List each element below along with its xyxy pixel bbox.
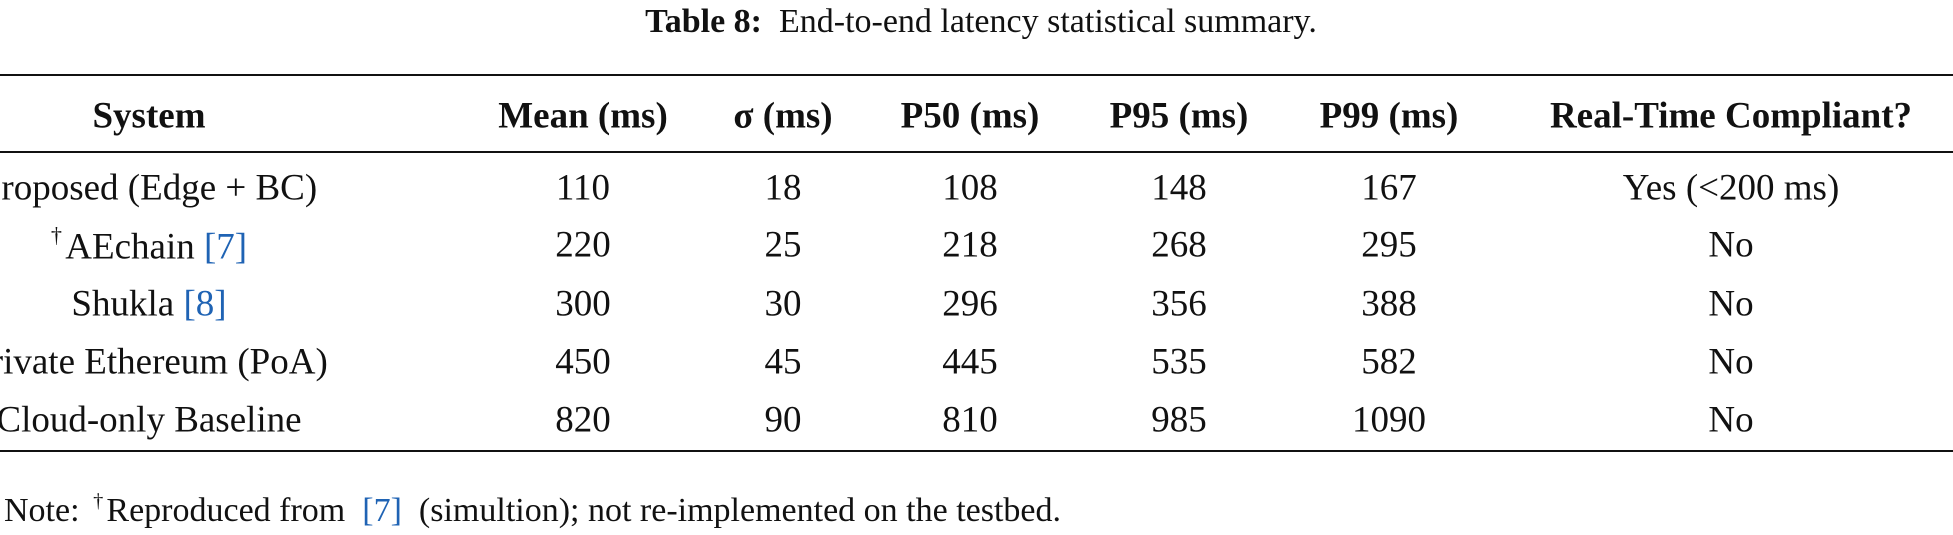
system-cell: Shukla [8] xyxy=(71,286,226,323)
table-cell: 388 xyxy=(1361,283,1417,325)
table-cell: 1090 xyxy=(1352,399,1426,441)
table-cell: 218 xyxy=(942,224,998,266)
table-cell: 535 xyxy=(1151,341,1207,383)
table-cell: 30 xyxy=(764,283,802,325)
header-cell: P95 (ms) xyxy=(1109,95,1249,137)
table-cell: No xyxy=(1708,341,1754,383)
table-cell: No xyxy=(1708,283,1754,325)
note: Note: †Reproduced from [7] (simultion); … xyxy=(4,490,1061,530)
table-cell: 268 xyxy=(1151,224,1207,266)
note-rest: (simultion); not re-implemented on the t… xyxy=(418,492,1062,530)
system-name: AEchain xyxy=(65,226,195,268)
table-cell: 296 xyxy=(942,283,998,325)
header-cell: Real-Time Compliant? xyxy=(1549,95,1913,137)
system-cell: Cloud-only Baseline xyxy=(0,402,302,439)
table-cell: 108 xyxy=(942,167,998,209)
note-mark: † xyxy=(93,489,104,512)
header-cell: System xyxy=(92,95,206,137)
table-cell: 450 xyxy=(555,341,611,383)
table-cell: No xyxy=(1708,224,1754,266)
note-ref: [7] xyxy=(362,492,402,530)
header-cell: P50 (ms) xyxy=(900,95,1040,137)
system-name: Proposed (Edge + BC) xyxy=(0,167,318,209)
table-cell: 300 xyxy=(555,283,611,325)
caption-text: End-to-end latency statistical summary. xyxy=(778,3,1317,40)
citation: [7] xyxy=(203,226,248,268)
table-cell: 45 xyxy=(764,341,802,383)
system-name: Shukla xyxy=(71,283,175,325)
table-cell: 110 xyxy=(555,167,611,209)
note-label: Note: xyxy=(4,492,80,530)
citation: [8] xyxy=(183,283,227,325)
table-cell: 295 xyxy=(1361,224,1417,266)
table-cell: No xyxy=(1708,399,1754,441)
header-cell: σ (ms) xyxy=(733,95,833,137)
table-cell: 985 xyxy=(1151,399,1207,441)
bottom-rule xyxy=(0,450,1953,452)
table-cell: 90 xyxy=(764,399,802,441)
table-cell: 148 xyxy=(1151,167,1207,209)
table-cell: 356 xyxy=(1151,283,1207,325)
caption: Table 8: End-to-end latency statistical … xyxy=(645,3,1317,41)
table-cell: 18 xyxy=(764,167,802,209)
system-name: Private Ethereum (PoA) xyxy=(0,341,328,383)
table-cell: 810 xyxy=(942,399,998,441)
mid-rule xyxy=(0,151,1953,153)
header-cell: Mean (ms) xyxy=(498,95,668,137)
footnote-mark: † xyxy=(50,222,62,248)
system-name: Cloud-only Baseline xyxy=(0,399,302,441)
note-text: Reproduced from xyxy=(106,492,346,530)
table-cell: 445 xyxy=(942,341,998,383)
table-cell: 220 xyxy=(555,224,611,266)
system-cell: Private Ethereum (PoA) xyxy=(0,344,328,381)
table-cell: 820 xyxy=(555,399,611,441)
table-cell: 25 xyxy=(764,224,802,266)
header-cell: P99 (ms) xyxy=(1319,95,1459,137)
system-cell: †AEchain [7] xyxy=(50,222,248,268)
caption-label: Table 8: xyxy=(645,3,762,40)
system-cell: Proposed (Edge + BC) xyxy=(0,170,317,207)
table-cell: 582 xyxy=(1361,341,1417,383)
top-rule xyxy=(0,74,1953,76)
table-cell: Yes (<200 ms) xyxy=(1622,167,1840,209)
table-cell: 167 xyxy=(1361,167,1417,209)
